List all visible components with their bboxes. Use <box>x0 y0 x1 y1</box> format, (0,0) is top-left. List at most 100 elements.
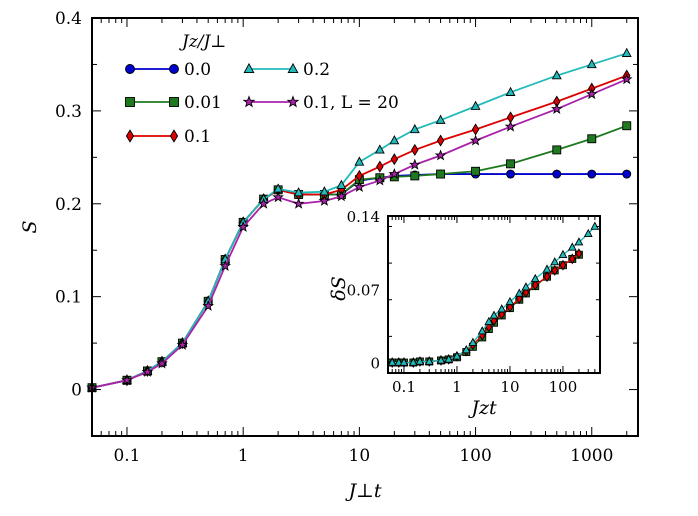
data-point <box>542 264 552 273</box>
data-point <box>587 169 597 179</box>
data-point <box>567 242 577 251</box>
data-point <box>484 316 494 325</box>
series-0-1-L-20 <box>86 73 633 393</box>
legend-label: 0.0 <box>184 60 211 80</box>
data-point <box>389 135 400 145</box>
legend-label: 0.2 <box>303 60 330 80</box>
data-point <box>530 273 540 283</box>
x-tick-label: 100 <box>459 446 491 466</box>
data-point <box>574 237 584 246</box>
data-point <box>590 221 600 230</box>
data-point <box>354 156 365 166</box>
data-point <box>141 365 154 377</box>
main-plot-frame <box>91 17 639 437</box>
y-tick-label: 0.1 <box>55 288 82 308</box>
data-point <box>505 296 515 306</box>
data-point <box>621 47 632 57</box>
legend-marker <box>125 64 135 74</box>
data-point <box>552 145 562 155</box>
inset-chart: 0.1 1 10 100 0 0.07 0.14 Jzt δS <box>328 208 601 419</box>
inset-ticks: 0.1 1 10 100 0 0.07 0.14 <box>347 208 601 396</box>
legend-item: 0.1, L = 20 <box>242 93 399 113</box>
data-point <box>552 169 562 179</box>
data-point <box>176 338 189 350</box>
y-tick-label: 0.2 <box>55 195 82 215</box>
legend-marker <box>169 97 179 107</box>
x-tick-label: 0.1 <box>113 446 140 466</box>
data-point <box>489 310 499 319</box>
data-point <box>156 357 168 369</box>
legend-marker <box>169 64 179 74</box>
data-point <box>586 58 597 69</box>
y-tick-label: 0.4 <box>55 9 82 29</box>
x-tick-label: 10 <box>500 378 519 396</box>
data-point <box>477 326 487 335</box>
series-0-2 <box>387 221 600 366</box>
data-point <box>444 354 454 363</box>
data-point <box>551 265 559 276</box>
data-point <box>408 357 418 366</box>
data-point <box>550 257 560 266</box>
data-point <box>387 357 397 366</box>
data-point <box>390 153 399 166</box>
y-tick-label: 0.3 <box>55 102 82 122</box>
data-point <box>219 259 231 271</box>
data-point <box>293 187 304 197</box>
x-tick-label: 1000 <box>570 446 613 466</box>
data-point <box>559 259 567 271</box>
data-point <box>521 282 531 291</box>
data-point <box>292 197 305 209</box>
legend: Jz/J⊥ 0.0 0.01 0.1 0.2 0.1, L = 20 <box>125 32 399 147</box>
inset-series <box>387 221 600 368</box>
x-tick-label: 1 <box>238 446 249 466</box>
legend-label: 0.01 <box>184 93 222 113</box>
data-point <box>410 171 420 181</box>
data-point <box>336 179 347 189</box>
data-point <box>497 304 507 313</box>
y-axis-label: S <box>19 220 41 233</box>
data-point <box>374 174 386 186</box>
data-point <box>622 121 632 131</box>
legend-marker <box>243 62 255 74</box>
legend-item: 0.2 <box>243 60 330 80</box>
data-point <box>469 134 482 146</box>
data-point <box>468 337 478 346</box>
x-tick-label: 100 <box>549 378 578 396</box>
data-point <box>376 160 384 173</box>
y-tick-label: 0.14 <box>347 208 380 226</box>
data-point <box>506 169 515 179</box>
legend-marker <box>125 97 135 107</box>
data-point <box>411 143 419 156</box>
x-tick-label: 0.1 <box>392 378 416 396</box>
data-point <box>408 158 421 170</box>
data-point <box>272 191 284 203</box>
data-point <box>409 123 420 134</box>
data-point <box>335 190 348 202</box>
inset-background <box>388 216 600 373</box>
data-point <box>374 144 385 154</box>
data-point <box>522 286 530 298</box>
data-point <box>353 180 366 192</box>
data-point <box>471 123 480 136</box>
data-point <box>531 279 539 291</box>
data-point <box>558 249 568 258</box>
data-point <box>436 134 445 147</box>
legend-item: 0.01 <box>125 93 222 113</box>
x-axis-label: J⊥t <box>344 480 381 502</box>
data-point <box>551 70 562 80</box>
data-point <box>514 288 524 297</box>
legend-title: Jz/J⊥ <box>179 32 226 52</box>
data-point <box>506 159 515 169</box>
legend-item: 0.1 <box>125 127 211 147</box>
legend-marker <box>286 95 300 108</box>
data-point <box>504 120 517 132</box>
data-point <box>202 299 214 311</box>
x-tick-label: 10 <box>349 446 371 466</box>
legend-marker <box>287 62 299 74</box>
data-point <box>415 356 425 365</box>
data-point <box>121 374 133 386</box>
data-point <box>399 357 409 366</box>
data-point <box>257 197 270 209</box>
legend-marker <box>169 129 179 143</box>
